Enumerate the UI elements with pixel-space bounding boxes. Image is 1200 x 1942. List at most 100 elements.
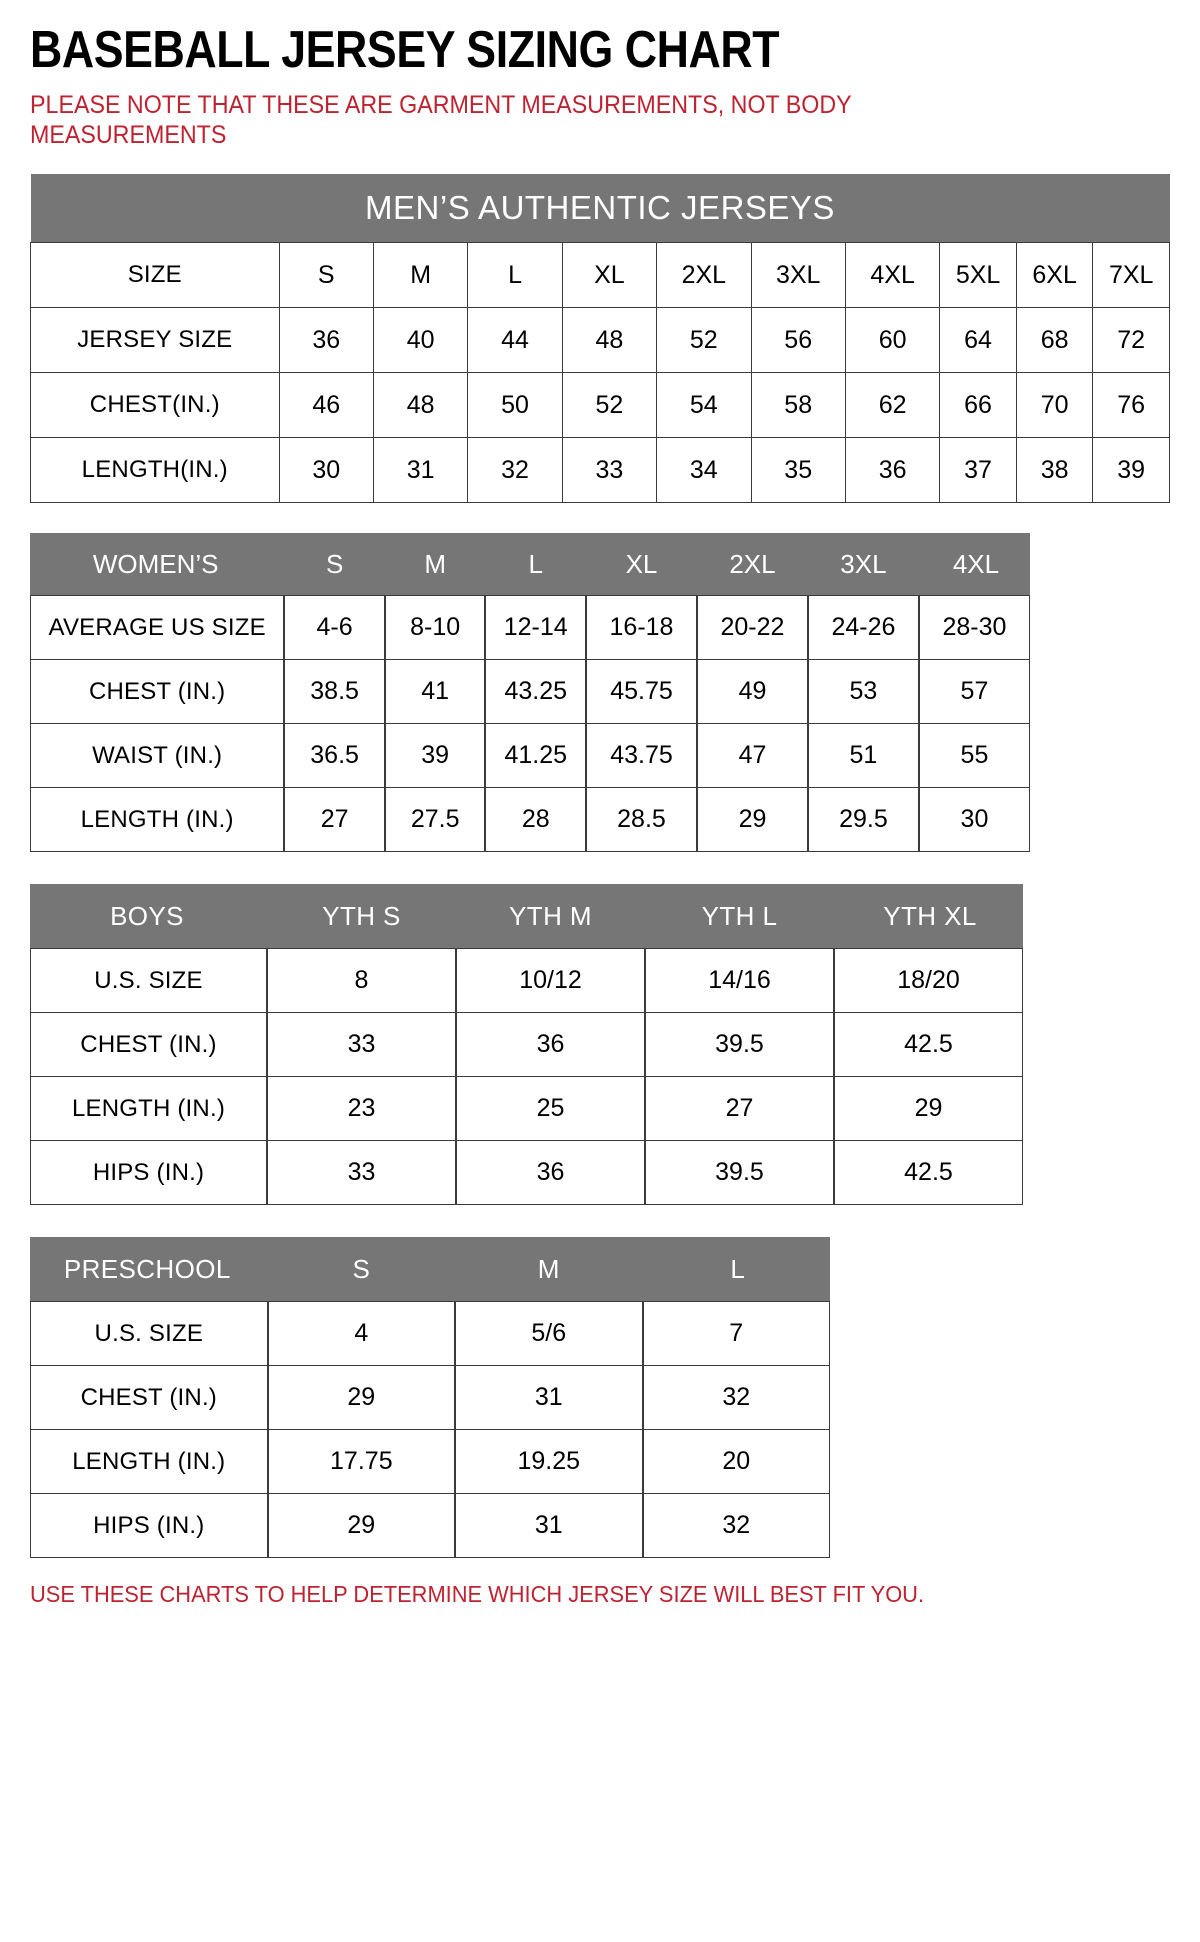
row-label: CHEST (IN.) — [30, 660, 285, 724]
mens-table-section: MEN’S AUTHENTIC JERSEYS SIZE S M L XL 2X… — [30, 174, 1170, 503]
table-cell: 5/6 — [455, 1301, 643, 1366]
preschool-header-label: PRESCHOOL — [30, 1237, 268, 1301]
row-label: HIPS (IN.) — [30, 1494, 268, 1558]
table-cell: 4-6 — [284, 595, 385, 660]
table-cell: 53 — [807, 660, 919, 724]
boys-header-label: BOYS — [30, 884, 267, 948]
womens-header-row: WOMEN’S S M L XL 2XL 3XL 4XL — [30, 533, 1030, 595]
table-cell: 7 — [642, 1301, 830, 1366]
table-cell: 41.25 — [485, 724, 587, 788]
table-cell: 38 — [1015, 437, 1094, 503]
table-cell: S — [278, 242, 374, 308]
table-cell: 43.75 — [586, 724, 697, 788]
row-label: LENGTH (IN.) — [30, 1077, 267, 1141]
table-cell: 31 — [372, 437, 469, 503]
table-cell: 8-10 — [384, 595, 486, 660]
womens-header-label: WOMEN’S — [30, 533, 285, 595]
table-cell: 8 — [267, 948, 456, 1013]
table-cell: 14/16 — [645, 948, 834, 1013]
boys-size-header: YTH XL — [834, 884, 1023, 948]
table-cell: 28 — [485, 788, 587, 852]
table-row: CHEST (IN.) 38.5 41 43.25 45.75 49 53 57 — [30, 660, 1030, 724]
table-row: LENGTH(IN.) 30 31 32 33 34 35 36 37 38 3… — [30, 437, 1170, 503]
womens-size-header: 2XL — [696, 533, 808, 595]
womens-size-header: M — [384, 533, 486, 595]
table-cell: 42.5 — [834, 1141, 1023, 1205]
womens-size-header: S — [284, 533, 385, 595]
row-label: SIZE — [30, 242, 280, 308]
table-row: CHEST (IN.) 33 36 39.5 42.5 — [30, 1013, 1023, 1077]
table-row: U.S. SIZE 8 10/12 14/16 18/20 — [30, 948, 1023, 1013]
table-cell: 5XL — [939, 242, 1017, 308]
table-cell: 7XL — [1092, 242, 1170, 308]
row-label: LENGTH(IN.) — [30, 437, 280, 503]
footer-note: USE THESE CHARTS TO HELP DETERMINE WHICH… — [30, 1581, 925, 1607]
boys-size-header: YTH M — [456, 884, 645, 948]
table-cell: M — [372, 242, 469, 308]
table-cell: 52 — [561, 372, 658, 438]
table-cell: 76 — [1092, 372, 1170, 438]
table-cell: 29 — [267, 1494, 456, 1558]
womens-size-header: L — [485, 533, 587, 595]
table-cell: 32 — [467, 437, 563, 503]
boys-size-header: YTH S — [267, 884, 456, 948]
boys-table-section: BOYS YTH S YTH M YTH L YTH XL U.S. SIZE … — [30, 884, 1170, 1205]
row-label: HIPS (IN.) — [30, 1141, 267, 1205]
preschool-size-header: S — [267, 1237, 456, 1301]
table-cell: 42.5 — [834, 1013, 1023, 1077]
table-cell: 18/20 — [834, 948, 1023, 1013]
table-cell: L — [467, 242, 563, 308]
table-cell: 34 — [656, 437, 752, 503]
boys-header-row: BOYS YTH S YTH M YTH L YTH XL — [30, 884, 1023, 948]
table-cell: 45.75 — [586, 660, 697, 724]
table-cell: 32 — [642, 1366, 830, 1430]
row-label: U.S. SIZE — [30, 1301, 268, 1366]
table-cell: 39 — [1092, 437, 1170, 503]
table-cell: 68 — [1015, 307, 1094, 373]
womens-size-header: 3XL — [807, 533, 919, 595]
table-row: HIPS (IN.) 33 36 39.5 42.5 — [30, 1141, 1023, 1205]
table-cell: 43.25 — [485, 660, 587, 724]
table-cell: 36.5 — [284, 724, 385, 788]
womens-table-section: WOMEN’S S M L XL 2XL 3XL 4XL AVERAGE US … — [30, 533, 1170, 852]
table-cell: 33 — [267, 1013, 456, 1077]
table-cell: 40 — [372, 307, 469, 373]
table-cell: 49 — [696, 660, 808, 724]
table-cell: 58 — [750, 372, 846, 438]
preschool-table-section: PRESCHOOL S M L U.S. SIZE 4 5/6 7 CHEST … — [30, 1237, 1170, 1558]
preschool-size-header: L — [642, 1237, 830, 1301]
row-label: U.S. SIZE — [30, 948, 267, 1013]
mens-sizing-table: MEN’S AUTHENTIC JERSEYS SIZE S M L XL 2X… — [30, 174, 1170, 503]
table-cell: 6XL — [1015, 242, 1094, 308]
table-cell: 48 — [561, 307, 658, 373]
preschool-header-row: PRESCHOOL S M L — [30, 1237, 830, 1301]
table-cell: 3XL — [750, 242, 846, 308]
table-row: JERSEY SIZE 36 40 44 48 52 56 60 64 68 7… — [30, 307, 1170, 373]
table-cell: 29.5 — [807, 788, 919, 852]
table-cell: 2XL — [656, 242, 752, 308]
table-cell: 38.5 — [284, 660, 385, 724]
table-cell: 48 — [372, 372, 469, 438]
table-cell: 35 — [750, 437, 846, 503]
table-cell: 29 — [696, 788, 808, 852]
row-label: LENGTH (IN.) — [30, 1430, 268, 1494]
womens-size-header: XL — [586, 533, 697, 595]
table-cell: 16-18 — [586, 595, 697, 660]
boys-sizing-table: BOYS YTH S YTH M YTH L YTH XL U.S. SIZE … — [30, 884, 1023, 1205]
preschool-sizing-table: PRESCHOOL S M L U.S. SIZE 4 5/6 7 CHEST … — [30, 1237, 830, 1558]
table-cell: 31 — [455, 1494, 643, 1558]
table-cell: XL — [561, 242, 658, 308]
table-cell: 17.75 — [267, 1430, 456, 1494]
table-row: LENGTH (IN.) 23 25 27 29 — [30, 1077, 1023, 1141]
table-cell: 29 — [834, 1077, 1023, 1141]
table-row: CHEST(IN.) 46 48 50 52 54 58 62 66 70 76 — [30, 372, 1170, 438]
table-cell: 39.5 — [645, 1013, 834, 1077]
table-cell: 4XL — [844, 242, 941, 308]
table-row: LENGTH (IN.) 27 27.5 28 28.5 29 29.5 30 — [30, 788, 1030, 852]
table-cell: 36 — [278, 307, 374, 373]
table-cell: 52 — [656, 307, 752, 373]
table-row: WAIST (IN.) 36.5 39 41.25 43.75 47 51 55 — [30, 724, 1030, 788]
table-row: U.S. SIZE 4 5/6 7 — [30, 1301, 830, 1366]
table-cell: 33 — [561, 437, 658, 503]
